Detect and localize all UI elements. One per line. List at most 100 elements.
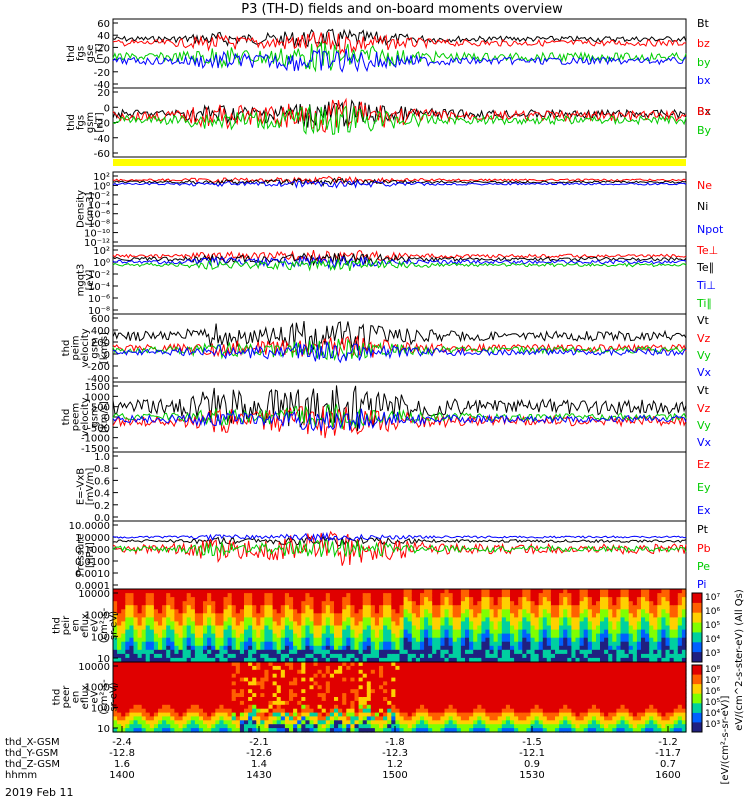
heatmap-cell [284, 641, 290, 647]
heatmap-cell [395, 645, 401, 651]
heatmap-cell [407, 649, 413, 655]
heatmap-cell [276, 665, 282, 671]
heatmap-cell [297, 708, 302, 714]
heatmap-cell [669, 633, 675, 639]
heatmap-cell [420, 720, 425, 725]
heatmap-cell [559, 657, 564, 663]
heatmap-cell [293, 613, 298, 618]
y-tick-label: 10⁰ [93, 181, 110, 192]
heatmap-cell [481, 641, 487, 647]
heatmap-cell [395, 700, 401, 706]
heatmap-cell [145, 653, 151, 659]
heatmap-cell [260, 689, 265, 694]
heatmap-cell [383, 700, 388, 706]
heatmap-cell [505, 689, 511, 694]
heatmap-cell [485, 685, 491, 690]
heatmap-cell [235, 645, 241, 651]
heatmap-cell [374, 609, 380, 614]
heatmap-cell [391, 645, 396, 651]
heatmap-cell [133, 665, 139, 671]
heatmap-cell [207, 669, 212, 675]
heatmap-cell [186, 689, 192, 694]
heatmap-cell [379, 681, 384, 686]
heatmap-cell [198, 712, 204, 718]
heatmap-cell [383, 653, 388, 659]
heatmap-cell [620, 657, 626, 663]
heatmap-cell [596, 641, 601, 647]
heatmap-cell [178, 633, 184, 639]
heatmap-cell [145, 657, 151, 663]
heatmap-cell [211, 720, 216, 725]
heatmap-cell [481, 662, 487, 667]
heatmap-cell [272, 665, 278, 671]
heatmap-cell [563, 712, 568, 718]
heatmap-cell [628, 601, 634, 606]
heatmap-cell [223, 657, 229, 663]
heatmap-cell [481, 712, 487, 718]
heatmap-cell [342, 728, 347, 733]
heatmap-cell [350, 629, 356, 635]
heatmap-cell [673, 649, 679, 655]
heatmap-cell [452, 708, 458, 714]
heatmap-cell [366, 645, 372, 651]
heatmap-cell [256, 609, 261, 614]
heatmap-cell [256, 700, 261, 706]
heatmap-cell [182, 728, 188, 733]
heatmap-cell [514, 629, 519, 635]
heatmap-cell [301, 681, 306, 686]
heatmap-cell [526, 649, 532, 655]
heatmap-cell [546, 681, 552, 686]
heatmap-cell [145, 645, 151, 651]
heatmap-cell [268, 621, 274, 627]
heatmap-cell [538, 689, 544, 694]
heatmap-cell [350, 693, 356, 698]
heatmap-cell [207, 637, 212, 643]
heatmap-cell [223, 589, 229, 594]
heatmap-cell [677, 641, 683, 647]
heatmap-cell [489, 720, 495, 725]
heatmap-cell [198, 669, 204, 675]
heatmap-cell [182, 605, 188, 610]
heatmap-cell [469, 649, 474, 655]
heatmap-cell [113, 641, 118, 647]
heatmap-cell [612, 645, 617, 651]
heatmap-cell [501, 662, 507, 667]
heatmap-cell [563, 689, 568, 694]
heatmap-cell [555, 697, 560, 702]
heatmap-cell [362, 593, 368, 598]
heatmap-cell [387, 685, 392, 690]
heatmap-cell [182, 657, 188, 663]
heatmap-cell [313, 708, 319, 714]
heatmap-cell [346, 641, 351, 647]
heatmap-cell [448, 653, 454, 659]
heatmap-cell [198, 601, 204, 606]
heatmap-cell [231, 641, 237, 647]
heatmap-cell [403, 720, 409, 725]
heatmap-cell [289, 657, 294, 663]
heatmap-cell [186, 637, 192, 643]
heatmap-cell [338, 708, 343, 714]
heatmap-cell [252, 669, 257, 675]
heatmap-cell [317, 662, 323, 667]
heatmap-cell [207, 685, 212, 690]
heatmap-cell [215, 700, 220, 706]
heatmap-cell [309, 609, 315, 614]
heatmap-cell [665, 641, 671, 647]
heatmap-cell [370, 617, 376, 623]
heatmap-cell [170, 621, 175, 627]
heatmap-cell [567, 641, 572, 647]
heatmap-cell [260, 613, 265, 618]
heatmap-cell [485, 617, 491, 623]
heatmap-cell [587, 700, 593, 706]
heatmap-cell [113, 593, 118, 598]
heatmap-cell [542, 597, 548, 602]
heatmap-cell [514, 700, 519, 706]
heatmap-cell [567, 649, 572, 655]
heatmap-cell [338, 609, 343, 614]
heatmap-cell [550, 716, 556, 721]
heatmap-cell [166, 720, 171, 725]
heatmap-cell [428, 629, 433, 635]
heatmap-cell [256, 605, 261, 610]
heatmap-cell [178, 669, 184, 675]
heatmap-cell [178, 677, 184, 683]
